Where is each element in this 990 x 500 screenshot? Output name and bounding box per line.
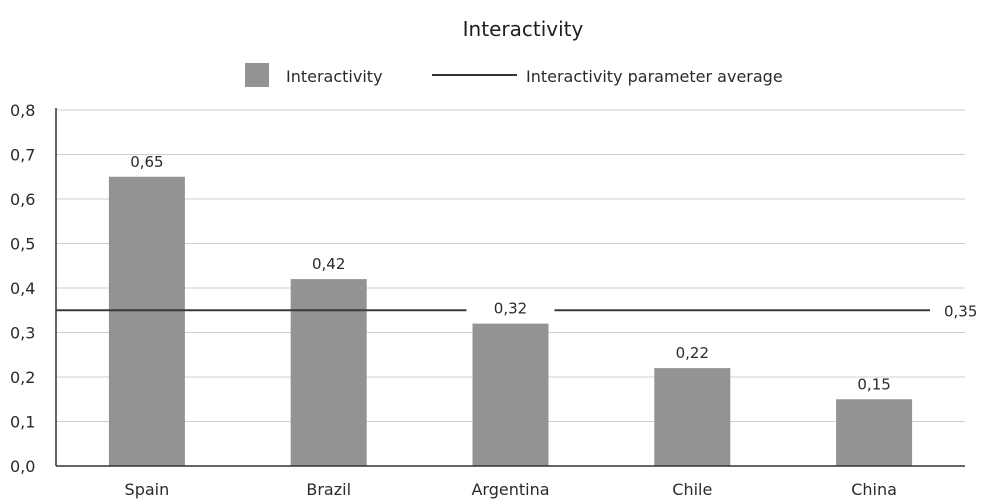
- bar-value-label: 0,65: [130, 153, 163, 171]
- chart-title: Interactivity: [463, 17, 584, 41]
- gridlines: [56, 109, 965, 422]
- legend-line-label: Interactivity parameter average: [526, 67, 783, 86]
- legend-bar-label: Interactivity: [286, 67, 383, 86]
- bar-value-label: 0,15: [857, 375, 890, 393]
- bar-value-label: 0,42: [312, 255, 345, 273]
- y-tick-label: 0,6: [10, 190, 35, 209]
- bar-value-label: 0,22: [676, 344, 709, 362]
- x-category-label: Argentina: [471, 480, 549, 499]
- x-axis-categories: Spain Brazil Argentina Chile China: [125, 480, 897, 499]
- x-category-label: Chile: [672, 480, 712, 499]
- y-tick-label: 0,8: [10, 101, 35, 120]
- y-tick-label: 0,3: [10, 324, 35, 343]
- y-tick-label: 0,5: [10, 235, 35, 254]
- x-category-label: Spain: [125, 480, 170, 499]
- bars: [108, 176, 913, 466]
- average-line-group: 0,35: [56, 302, 977, 320]
- bar: [472, 323, 549, 466]
- y-tick-label: 0,4: [10, 279, 35, 298]
- x-category-label: China: [851, 480, 897, 499]
- legend: Interactivity Interactivity parameter av…: [245, 63, 783, 87]
- average-value-label: 0,35: [944, 302, 977, 320]
- bar-value-label: 0,32: [494, 300, 527, 318]
- x-category-label: Brazil: [306, 480, 351, 499]
- bar: [654, 368, 731, 466]
- y-tick-label: 0,7: [10, 146, 35, 165]
- axes: [55, 108, 965, 467]
- y-axis-ticks: 0,0 0,1 0,2 0,3 0,4 0,5 0,6 0,7 0,8: [10, 101, 35, 476]
- bar: [108, 176, 185, 466]
- y-tick-label: 0,2: [10, 368, 35, 387]
- y-tick-label: 0,1: [10, 413, 35, 432]
- bar: [836, 399, 913, 466]
- bar: [290, 279, 367, 466]
- y-tick-label: 0,0: [10, 457, 35, 476]
- legend-bar-swatch: [245, 63, 269, 87]
- data-labels: 0,65 0,42 0,32 0,22 0,15: [130, 153, 891, 394]
